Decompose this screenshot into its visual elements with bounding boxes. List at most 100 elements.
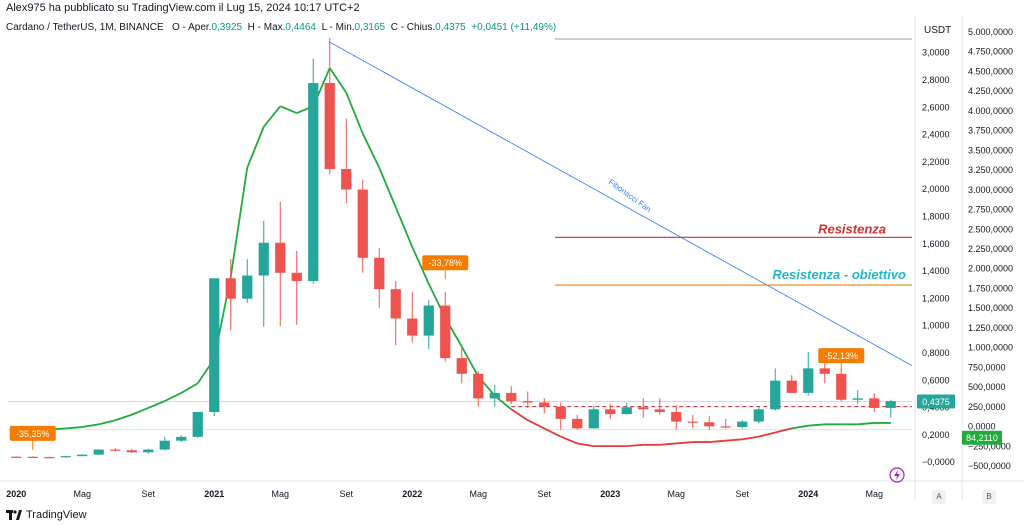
y-tick-label: 1,4000 <box>922 266 950 276</box>
resistance-label: Resistenza <box>818 221 886 236</box>
candle-body <box>572 418 583 429</box>
y2-tick-label: 2.500,0000 <box>968 224 1013 234</box>
y-tick-label: 2,0000 <box>922 184 950 194</box>
candle-body <box>836 373 847 400</box>
y2-tick-label: 4.500,0000 <box>968 66 1013 76</box>
candle-body <box>126 450 137 453</box>
candle-body <box>456 358 467 374</box>
moving-average-segment <box>577 442 594 448</box>
secondary-value-tag-label: 84,2110 <box>966 433 998 443</box>
candle-body <box>704 422 715 427</box>
candle-body <box>638 407 649 410</box>
y2-tick-label: 3.250,0000 <box>968 165 1013 175</box>
moving-average-segment <box>378 167 397 208</box>
moving-average-segment <box>659 442 677 446</box>
close-value: 0,4375 <box>435 22 466 33</box>
tradingview-logo[interactable]: TradingView <box>6 509 87 521</box>
y2-tick-label: 1.500,0000 <box>968 303 1013 313</box>
candle-body <box>687 421 698 423</box>
candle-body <box>423 305 434 336</box>
y-tick-label: −0,0000 <box>922 457 955 467</box>
drawdown-badge-label: -33,78% <box>428 258 462 268</box>
x-tick-label: Set <box>537 489 551 499</box>
candle-body <box>308 83 319 281</box>
candle-body <box>720 426 731 428</box>
change-value: +0,0451 (+11,49%) <box>471 22 557 33</box>
candle-body <box>374 257 385 290</box>
y-tick-label: 2,4000 <box>922 130 950 140</box>
candle-body <box>192 412 203 437</box>
moving-average-segment <box>460 346 480 377</box>
moving-average-segment <box>131 407 149 416</box>
x-tick-label: 2022 <box>402 489 422 499</box>
fibonacci-fan-line <box>329 41 913 367</box>
candle-body <box>44 457 55 459</box>
candle-body <box>110 449 121 451</box>
candle-body <box>324 83 335 170</box>
candle-body <box>440 305 451 359</box>
moving-average-segment <box>808 423 825 427</box>
candle-body <box>737 421 748 428</box>
y2-tick-label: 1.750,0000 <box>968 283 1013 293</box>
x-tick-label: Mag <box>469 489 487 499</box>
y-tick-label: 0,2000 <box>922 430 950 440</box>
moving-average-segment <box>229 167 249 278</box>
y2-tick-label: 4.250,0000 <box>968 86 1013 96</box>
candle-body <box>77 454 88 457</box>
y-tick-label: 0,6000 <box>922 375 950 385</box>
target-resistance-label: Resistenza - obiettivo <box>772 267 906 282</box>
moving-average-segment <box>394 206 414 248</box>
moving-average-segment <box>263 105 281 128</box>
moving-average-segment <box>147 400 166 409</box>
moving-average-segment <box>279 105 298 114</box>
y2-tick-label: 4.750,0000 <box>968 47 1013 57</box>
moving-average-segment <box>791 424 809 430</box>
x-tick-label: Mag <box>865 489 883 499</box>
x-tick-label: 2023 <box>600 489 620 499</box>
x-tick-label: 2020 <box>6 489 26 499</box>
candle-body <box>242 275 253 299</box>
y2-tick-label: 250,0000 <box>968 402 1006 412</box>
y-tick-label: 0,8000 <box>922 348 950 358</box>
log-scale-button[interactable]: B <box>982 490 996 504</box>
moving-average-segment <box>857 422 875 426</box>
moving-average-segment <box>329 67 347 94</box>
moving-average-segment <box>164 392 182 402</box>
y-tick-label: 2,2000 <box>922 157 950 167</box>
candle-body <box>605 409 616 415</box>
drawdown-badge-label: -35,35% <box>16 429 50 439</box>
moving-average-segment <box>527 419 545 430</box>
moving-average-segment <box>361 133 381 169</box>
y2-tick-label: 3.000,0000 <box>968 185 1013 195</box>
candle-body <box>407 318 418 336</box>
candle-body <box>291 272 302 281</box>
candle-body <box>27 456 38 459</box>
y-tick-label: 1,0000 <box>922 321 950 331</box>
candle-body <box>555 406 566 419</box>
candle-body <box>143 449 154 453</box>
moving-average-segment <box>510 408 529 421</box>
drawdown-badge-label: -52,13% <box>824 351 858 361</box>
candle-body <box>225 278 236 299</box>
moving-average-segment <box>626 443 644 448</box>
candle-body <box>357 189 368 258</box>
candle-body <box>621 407 632 415</box>
moving-average-segment <box>560 435 578 445</box>
y-tick-label: 2,6000 <box>922 102 950 112</box>
low-value: 0,3165 <box>354 22 386 33</box>
y-tick-label: 1,2000 <box>922 293 950 303</box>
open-value: 0,3925 <box>211 22 243 33</box>
moving-average-segment <box>543 427 562 438</box>
candle-body <box>258 242 269 276</box>
high-value: 0,4464 <box>285 22 316 33</box>
candle-body <box>786 380 797 393</box>
y2-tick-label: 2.250,0000 <box>968 244 1013 254</box>
y2-tick-label: −250,0000 <box>968 441 1011 451</box>
candle-body <box>671 412 682 422</box>
publisher-line: Alex975 ha pubblicato su TradingView.com… <box>6 2 360 14</box>
candle-body <box>489 392 500 399</box>
auto-scale-button[interactable]: A <box>932 490 946 504</box>
y2-tick-label: 3.500,0000 <box>968 145 1013 155</box>
candle-body <box>506 392 517 402</box>
